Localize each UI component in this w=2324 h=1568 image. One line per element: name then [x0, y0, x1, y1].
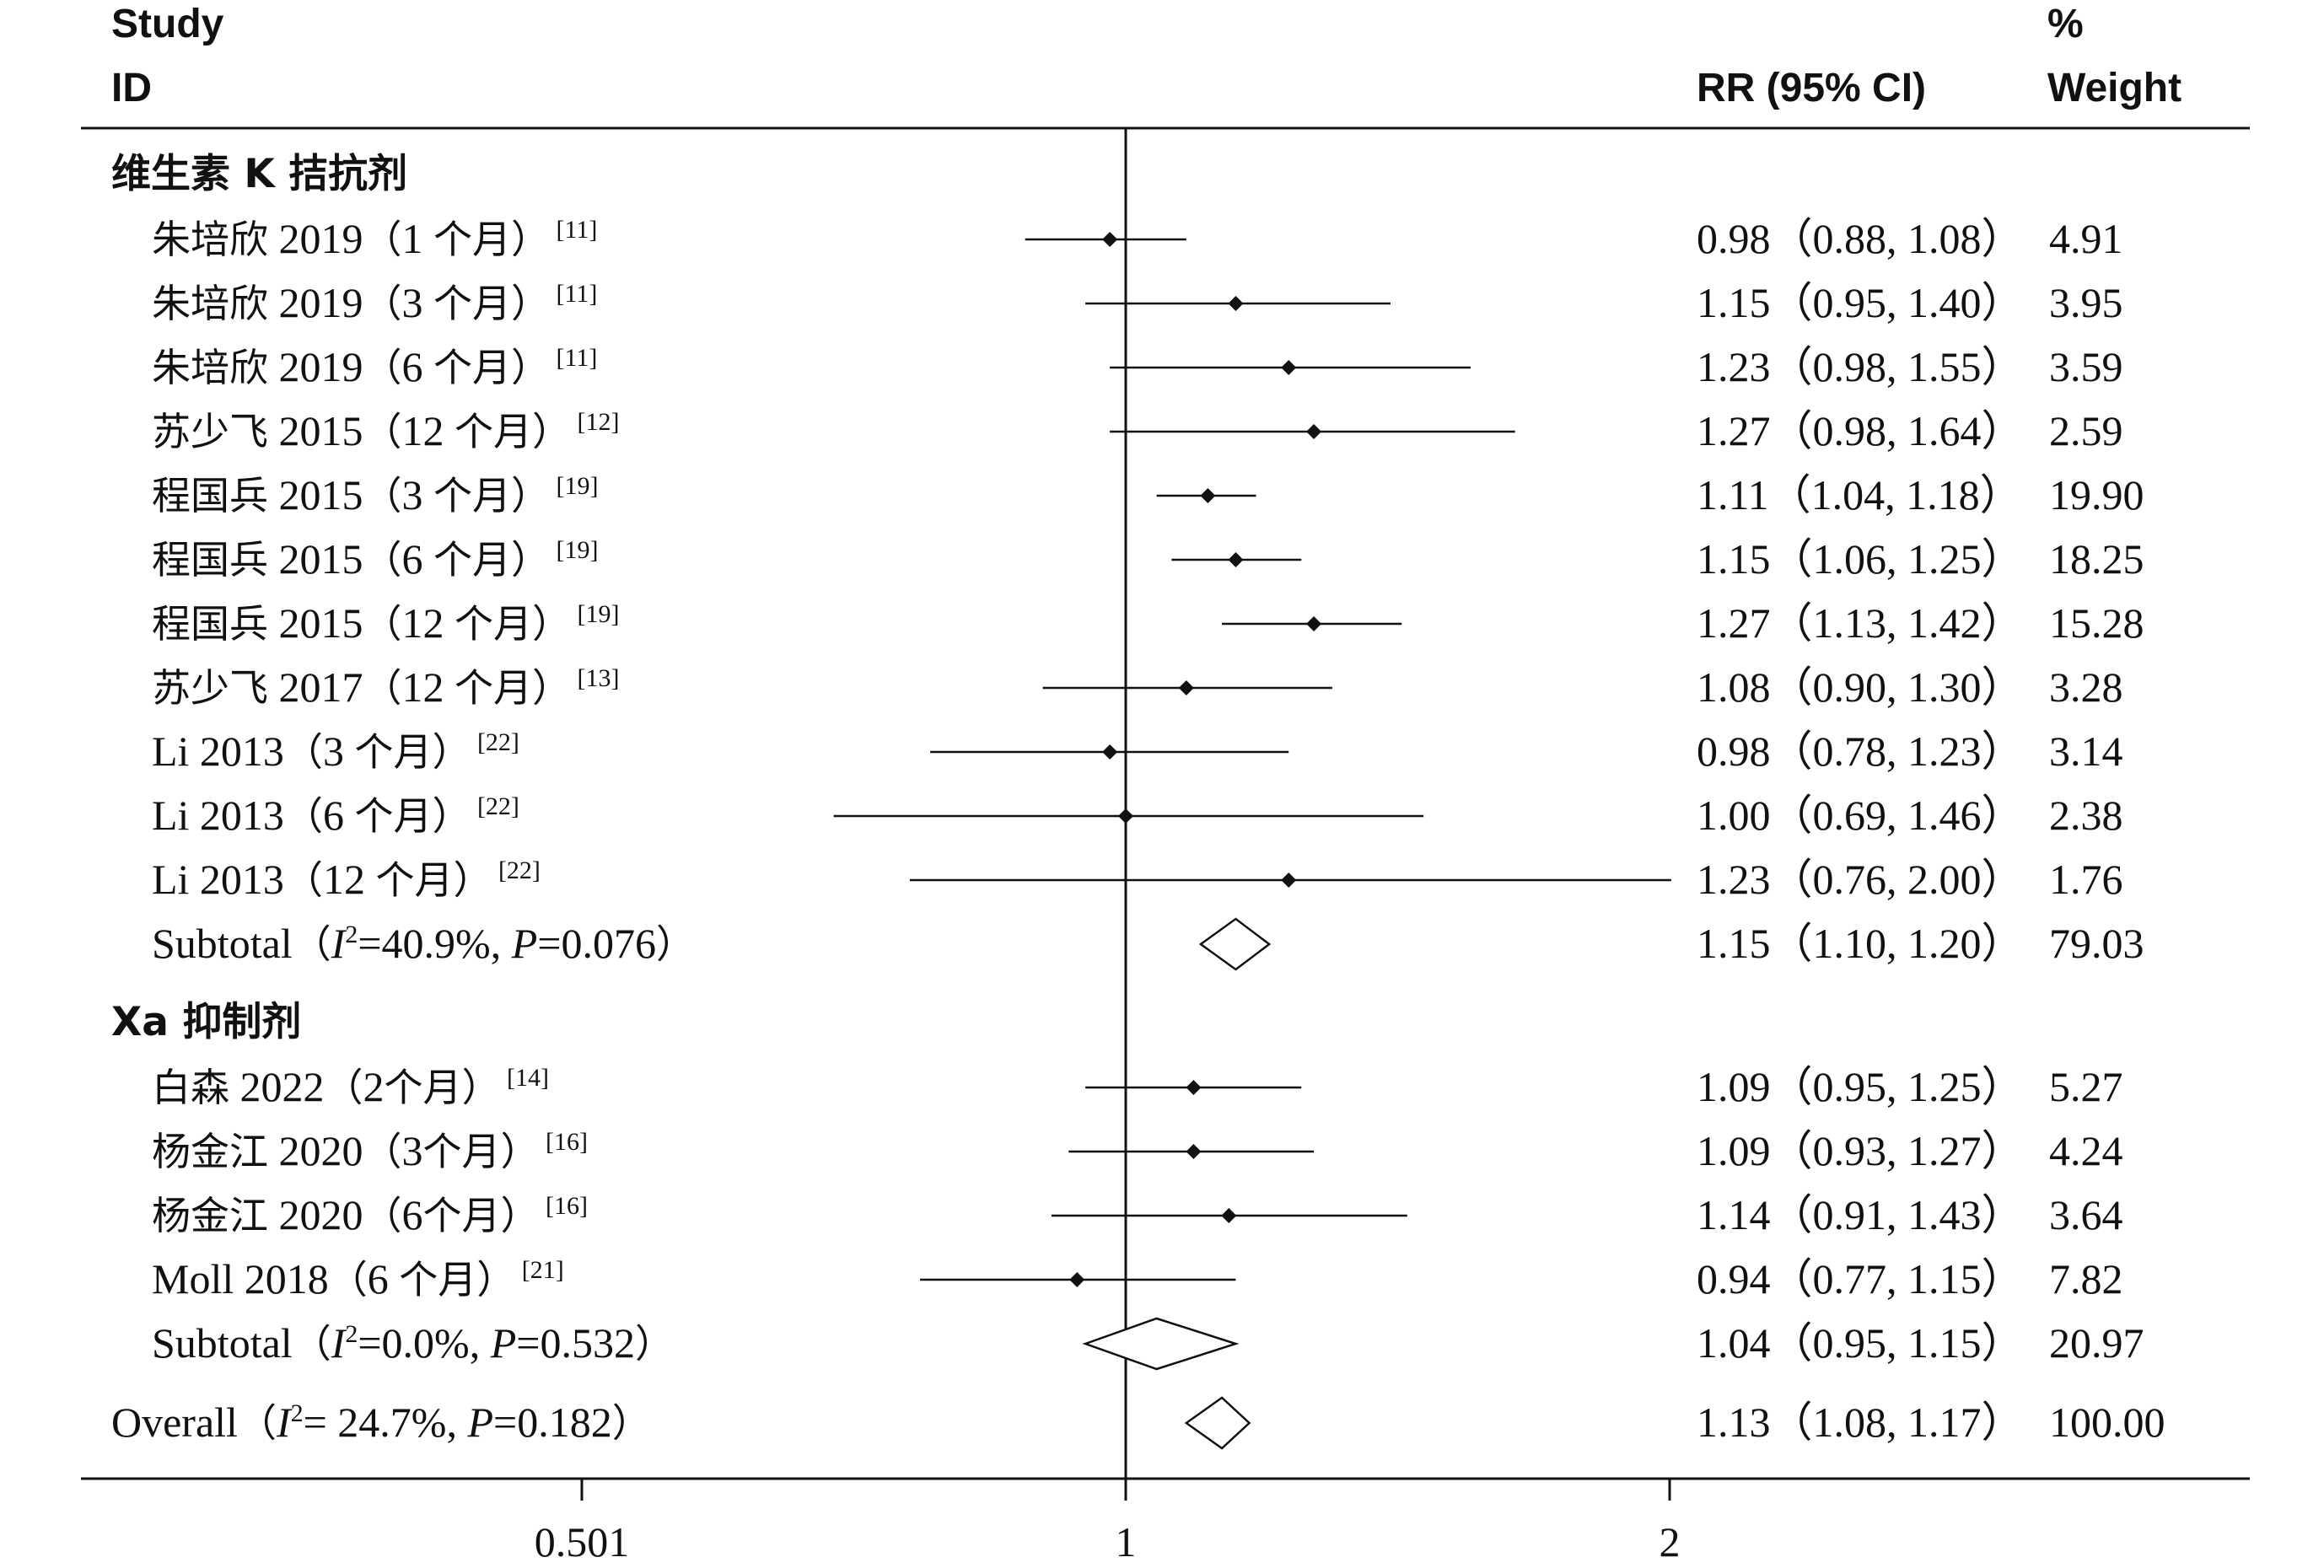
- study-label: 朱培欣 2019（6 个月） [11]: [152, 343, 597, 390]
- study-label: 苏少飞 2017（12 个月） [13]: [152, 663, 619, 711]
- rr-value: 1.00（0.69, 1.46）: [1697, 792, 2024, 839]
- weight-value: 15.28: [2049, 599, 2144, 647]
- point-estimate: [1281, 360, 1297, 375]
- group-label: Xa 抑制剂: [111, 999, 301, 1045]
- rr-value: 1.11（1.04, 1.18）: [1697, 471, 2022, 518]
- header-weight: Weight: [2047, 66, 2181, 110]
- group-label: 维生素 K 拮抗剂: [111, 151, 407, 197]
- rr-value: 1.23（0.76, 2.00）: [1697, 856, 2024, 903]
- subtotal-diamond: [1198, 917, 1272, 971]
- weight-value: 2.38: [2049, 792, 2123, 839]
- point-estimate: [1228, 296, 1244, 311]
- point-estimate: [1306, 424, 1322, 439]
- study-label: 程国兵 2015（3 个月） [19]: [152, 471, 598, 518]
- study-label: 杨金江 2020（6个月） [16]: [152, 1191, 588, 1238]
- study-label: 杨金江 2020（3个月） [16]: [152, 1127, 588, 1174]
- point-estimate: [1178, 680, 1194, 695]
- subtotal-label: Subtotal（I2=0.0%, P=0.532）: [152, 1319, 674, 1367]
- study-label: 苏少飞 2015（12 个月） [12]: [152, 407, 619, 454]
- study-label: Moll 2018（6 个月） [21]: [152, 1255, 564, 1302]
- weight-value: 3.95: [2049, 279, 2123, 326]
- x-tick-label: 0.501: [535, 1518, 630, 1565]
- study-label: Li 2013（6 个月） [22]: [152, 792, 519, 839]
- subtotal-rr-value: 1.04（0.95, 1.15）: [1697, 1319, 2024, 1367]
- weight-value: 19.90: [2049, 471, 2144, 518]
- overall-label: Overall（I2= 24.7%, P=0.182）: [111, 1399, 651, 1446]
- header-study: Study: [111, 2, 224, 46]
- rr-value: 1.14（0.91, 1.43）: [1697, 1191, 2024, 1238]
- rr-value: 1.15（0.95, 1.40）: [1697, 279, 2024, 326]
- rr-value: 0.98（0.78, 1.23）: [1697, 728, 2024, 775]
- rr-value: 1.23（0.98, 1.55）: [1697, 343, 2024, 390]
- rr-value: 0.94（0.77, 1.15）: [1697, 1255, 2024, 1302]
- x-tick-label: 1: [1116, 1518, 1137, 1565]
- weight-value: 3.64: [2049, 1191, 2123, 1238]
- rr-value: 1.15（1.06, 1.25）: [1697, 535, 2024, 583]
- rr-value: 1.09（0.95, 1.25）: [1697, 1063, 2024, 1110]
- point-estimate: [1281, 873, 1297, 888]
- overall-diamond: [1184, 1396, 1251, 1450]
- subtotal-weight-value: 79.03: [2049, 920, 2144, 967]
- study-label: 程国兵 2015（6 个月） [19]: [152, 535, 598, 583]
- weight-value: 4.91: [2049, 215, 2123, 262]
- weight-value: 1.76: [2049, 856, 2123, 903]
- overall-weight-value: 100.00: [2049, 1399, 2165, 1446]
- point-estimate: [1228, 552, 1244, 567]
- rr-value: 1.27（0.98, 1.64）: [1697, 407, 2024, 454]
- rr-value: 0.98（0.88, 1.08）: [1697, 215, 2024, 262]
- point-estimate: [1200, 488, 1216, 503]
- point-estimate: [1102, 744, 1118, 760]
- point-estimate: [1221, 1208, 1237, 1223]
- point-estimate: [1102, 232, 1118, 247]
- subtotal-label: Subtotal（I2=40.9%, P=0.076）: [152, 920, 695, 967]
- weight-value: 5.27: [2049, 1063, 2123, 1110]
- rr-value: 1.08（0.90, 1.30）: [1697, 663, 2024, 711]
- subtotal-rr-value: 1.15（1.10, 1.20）: [1697, 920, 2024, 967]
- study-label: 朱培欣 2019（1 个月） [11]: [152, 215, 597, 262]
- study-label: Li 2013（12 个月） [22]: [152, 856, 541, 903]
- weight-value: 3.14: [2049, 728, 2123, 775]
- point-estimate: [1306, 616, 1322, 631]
- subtotal-weight-value: 20.97: [2049, 1319, 2144, 1367]
- header-rr: RR (95% CI): [1697, 66, 1926, 110]
- weight-value: 18.25: [2049, 535, 2144, 583]
- subtotal-diamond: [1082, 1317, 1240, 1371]
- study-label: 程国兵 2015（12 个月） [19]: [152, 599, 619, 647]
- study-label: 白森 2022（2个月） [14]: [152, 1063, 549, 1110]
- weight-value: 3.59: [2049, 343, 2123, 390]
- overall-rr-value: 1.13（1.08, 1.17）: [1697, 1399, 2024, 1446]
- x-axis-ticks: 0.501 1 2: [535, 1479, 1681, 1565]
- weight-value: 7.82: [2049, 1255, 2123, 1302]
- weight-value: 3.28: [2049, 663, 2123, 711]
- weight-value: 2.59: [2049, 407, 2123, 454]
- point-estimate: [1186, 1080, 1202, 1095]
- x-tick-label: 2: [1660, 1518, 1681, 1565]
- header-percent: %: [2047, 2, 2084, 46]
- study-label: 朱培欣 2019（3 个月） [11]: [152, 279, 597, 326]
- point-estimate: [1069, 1272, 1085, 1287]
- rr-value: 1.09（0.93, 1.27）: [1697, 1127, 2024, 1174]
- weight-value: 4.24: [2049, 1127, 2123, 1174]
- point-estimate: [1186, 1144, 1202, 1159]
- header-id: ID: [111, 66, 152, 110]
- study-label: Li 2013（3 个月） [22]: [152, 728, 519, 775]
- rr-value: 1.27（1.13, 1.42）: [1697, 599, 2024, 647]
- point-estimate: [1118, 808, 1134, 824]
